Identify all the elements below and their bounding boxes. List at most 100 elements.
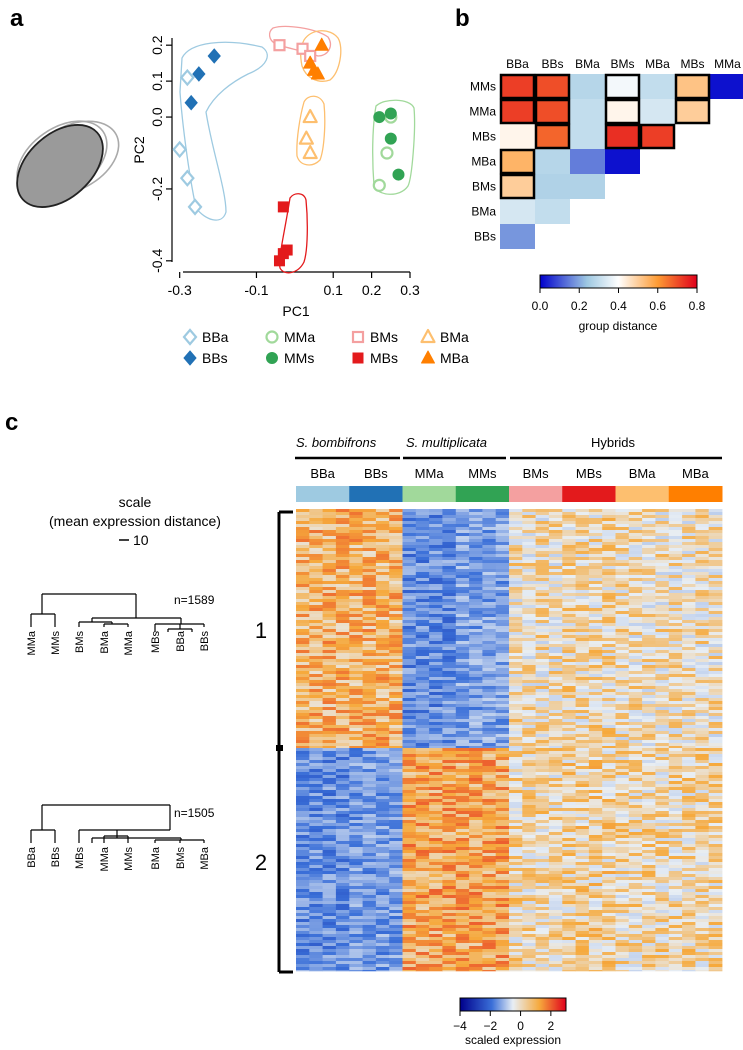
point-BBa-3 <box>179 169 195 187</box>
dendrogram-leaf-MMs: MMs <box>123 847 135 871</box>
legend-label-BBs: BBs <box>202 350 228 366</box>
distance-colorbar-tick-label: 0.4 <box>610 299 627 313</box>
color-strip-BBs <box>349 486 403 502</box>
dendrogram-leaf-MBa: MBa <box>199 846 211 870</box>
point-BBa-2 <box>172 140 188 159</box>
panel-label-b: b <box>455 5 470 32</box>
distance-box-MBs-BBs <box>534 123 571 150</box>
distance-box-MBs-MBa <box>639 123 676 150</box>
distance-cell-MBs-BBa <box>500 124 535 149</box>
distance-box-MBs-BMs <box>604 123 641 150</box>
point-BMa-2 <box>298 130 314 145</box>
dendrogram-leaf-BMa: BMa <box>150 846 162 870</box>
distance-heatmap-cells <box>500 74 743 249</box>
legend-label-MMa: MMa <box>284 329 315 345</box>
point-BBa-1 <box>179 68 195 87</box>
dendrogram-2: n=1505 BBa BBs MBs MMa MMs BMa BMs MBa <box>26 804 215 871</box>
distance-cell-MMa-BMs <box>605 99 640 124</box>
distance-colorbar-ticks: 0.0 0.2 0.4 0.6 0.8 <box>532 288 706 313</box>
dendrogram-leaf-MBs: MBs <box>74 847 86 870</box>
point-MMs-3 <box>384 132 397 145</box>
distance-cell-MBa-BMs <box>605 149 640 174</box>
distance-box-MMa-BMs <box>604 98 641 125</box>
pca-hulls <box>179 25 416 274</box>
distance-box-MMa-BBa <box>499 98 536 125</box>
panel-b: b BBa BBs BMa BMs MBa MBs MMa MMsMMaMBsMBaBMsB… <box>455 5 743 333</box>
distance-cell-MMs-MBa <box>640 74 675 99</box>
distance-box-MMs-BMs <box>604 73 641 100</box>
expression-colorbar-label: scaled expression <box>465 1033 561 1047</box>
expression-col-MBs: MBs <box>576 466 603 481</box>
dendrogram-leaf-BMa: BMa <box>99 630 111 654</box>
dendrogram-leaf-MMa: MMa <box>123 630 135 655</box>
color-strip-BBa <box>296 486 350 502</box>
expression-cluster-1 <box>296 509 723 749</box>
color-strip-MMa <box>402 486 457 502</box>
expression-colorbar-gradient <box>459 997 567 1012</box>
dendrogram-leaf-BBa: BBa <box>175 630 187 652</box>
distance-cell-MMs-BMs <box>605 74 640 99</box>
pca-ytick-label: 0.0 <box>149 107 165 127</box>
dendrogram-leaf-BBs: BBs <box>199 631 211 652</box>
distance-cell-MMa-BBs <box>535 99 570 124</box>
legend-marker-BBs <box>183 350 197 366</box>
cluster-label-2: 2 <box>255 850 267 875</box>
distance-box-MMa-MBs <box>674 98 711 125</box>
legend-marker-MBa <box>421 350 435 364</box>
distance-row-MMa: MMa <box>469 105 496 119</box>
distance-row-MBs: MBs <box>472 130 496 144</box>
dendrogram-leaf-BMs: BMs <box>74 631 86 654</box>
expression-colorbar-tick-label: 0 <box>517 1019 524 1033</box>
distance-cell-BMs-BBa <box>500 174 535 199</box>
scale-subtitle: (mean expression distance) <box>49 513 221 529</box>
scale-value: 10 <box>133 532 149 548</box>
pca-points <box>172 37 405 267</box>
expression-col-MBa: MBa <box>682 466 710 481</box>
expression-col-BBs: BBs <box>364 466 388 481</box>
pca-ylabel: PC2 <box>131 136 147 163</box>
dendrogram-leaf-MBs: MBs <box>150 631 162 654</box>
distance-row-BMa: BMa <box>471 205 496 219</box>
distance-box-MBa-BBa <box>499 148 536 175</box>
distance-box-MMs-BBs <box>534 73 571 100</box>
point-BBs-3 <box>184 94 198 111</box>
point-BMs-1 <box>273 39 286 52</box>
group-headers: S. bombifrons S. multiplicata Hybrids <box>295 435 722 460</box>
expression-cluster-2 <box>296 748 723 972</box>
distance-column-headers: BBa BBs BMa BMs MBa MBs MMa <box>506 57 741 71</box>
expression-colorbar-tick-label: 2 <box>548 1019 555 1033</box>
point-MBa-1 <box>314 37 329 51</box>
expression-col-BMs: BMs <box>523 466 550 481</box>
distance-cell-MBs-BBs <box>535 124 570 149</box>
distance-cell-BMa-BBa <box>500 199 535 224</box>
distance-cell-MBs-BMs <box>605 124 640 149</box>
distance-cell-BMa-BBs <box>535 199 570 224</box>
expression-col-MMs: MMs <box>468 466 497 481</box>
point-BMa-3 <box>302 144 318 160</box>
group-label-multiplicata: S. multiplicata <box>406 435 487 450</box>
cluster-label-1: 1 <box>255 618 267 643</box>
dendrogram-leaf-MMa: MMa <box>26 630 38 655</box>
distance-cell-MMa-BBa <box>500 99 535 124</box>
panel-c: c S. bombifrons S. multiplicata Hybrids … <box>5 409 723 1047</box>
expression-colorbar-tick-label: −2 <box>483 1019 497 1033</box>
point-MMa-1 <box>372 178 386 192</box>
distance-row-MBa: MBa <box>471 155 496 169</box>
distance-cell-BMs-BBs <box>535 174 570 199</box>
legend-marker-BMs <box>351 330 365 344</box>
dendrogram-1-n: n=1589 <box>174 593 215 607</box>
distance-col-MBa: MBa <box>645 57 670 71</box>
distance-col-BMa: BMa <box>575 57 600 71</box>
distance-col-BMs: BMs <box>611 57 635 71</box>
expression-col-BBa: BBa <box>310 466 335 481</box>
expression-heatmap <box>296 509 723 972</box>
pca-xtick-label: 0.2 <box>362 282 382 298</box>
pca-ytick-label: -0.4 <box>149 249 165 273</box>
point-MBs-4 <box>273 255 285 267</box>
dendrogram-1-tree <box>30 593 205 632</box>
legend-marker-BBa <box>182 328 198 346</box>
point-BBa-4 <box>187 198 203 216</box>
distance-cell-BMs-BMa <box>570 174 605 199</box>
distance-heatmap-boxes <box>499 73 711 200</box>
distance-col-BBa: BBa <box>506 57 529 71</box>
